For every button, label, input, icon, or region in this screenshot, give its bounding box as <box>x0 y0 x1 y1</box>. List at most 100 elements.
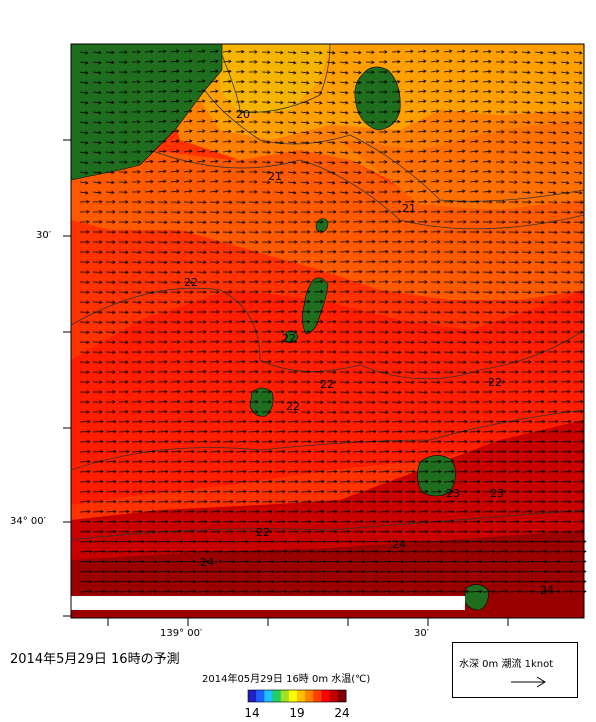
current-vector <box>534 459 546 464</box>
current-vector <box>183 139 193 143</box>
current-vector <box>339 390 350 395</box>
current-vector <box>131 89 141 94</box>
current-vector <box>118 60 128 65</box>
current-vector <box>469 380 480 384</box>
current-vector <box>196 589 210 594</box>
current-vector <box>443 240 454 244</box>
current-vector <box>443 280 454 285</box>
current-vector <box>235 589 249 594</box>
current-vector <box>92 50 102 55</box>
current-vector <box>248 529 260 534</box>
current-vector <box>560 359 571 364</box>
current-vector <box>326 299 337 304</box>
current-vector <box>235 469 247 474</box>
current-vector <box>118 290 129 295</box>
current-vector <box>534 80 544 85</box>
current-vector <box>469 429 481 434</box>
contour-label: 22 <box>320 378 334 391</box>
current-vector <box>521 469 533 474</box>
current-vector <box>183 270 194 275</box>
current-vector <box>183 589 197 594</box>
current-vector <box>352 529 364 534</box>
current-vector <box>183 89 193 93</box>
current-vector <box>404 189 414 194</box>
current-vector <box>443 559 457 564</box>
current-vector <box>339 569 353 574</box>
current-vector <box>352 380 363 385</box>
current-vector <box>197 310 207 314</box>
current-vector <box>170 359 181 364</box>
current-vector <box>105 250 116 255</box>
current-vector <box>482 49 492 54</box>
current-vector <box>365 360 376 365</box>
current-vector <box>534 120 544 125</box>
current-vector <box>339 190 349 195</box>
current-vector <box>469 220 480 224</box>
current-vector <box>547 399 558 404</box>
current-vector <box>170 189 180 194</box>
current-vector <box>287 289 298 294</box>
current-vector <box>157 529 169 534</box>
current-vector <box>235 529 247 534</box>
current-vector <box>209 319 220 324</box>
current-vector <box>105 449 117 454</box>
current-vector <box>196 230 207 235</box>
current-vector <box>339 449 351 454</box>
map-frame <box>70 43 585 619</box>
current-vector <box>248 309 259 314</box>
current-vector <box>378 390 389 395</box>
current-vector <box>287 90 297 95</box>
current-vector <box>261 120 271 125</box>
current-vector <box>469 489 481 494</box>
current-vector <box>560 589 574 594</box>
current-vector <box>196 49 206 53</box>
current-vector <box>430 429 442 434</box>
current-vector <box>495 350 506 355</box>
current-vector <box>300 269 311 274</box>
current-vector <box>560 549 574 554</box>
current-vector <box>248 110 258 114</box>
current-vector <box>521 200 532 204</box>
current-vector <box>261 130 271 135</box>
current-vector <box>157 290 168 295</box>
current-vector <box>326 419 338 424</box>
current-vector <box>92 290 103 295</box>
current-vector <box>547 130 557 135</box>
current-vector <box>235 89 245 94</box>
current-vector <box>378 569 392 574</box>
current-vector <box>248 419 260 424</box>
current-vector <box>508 579 522 584</box>
current-vector <box>547 310 558 314</box>
current-vector <box>222 250 233 255</box>
current-vector <box>443 439 455 444</box>
current-vector <box>157 310 168 315</box>
current-vector <box>261 279 272 284</box>
current-vector <box>274 120 284 125</box>
current-vector <box>105 340 116 345</box>
current-vector <box>534 350 545 354</box>
shikinejima-island <box>285 330 299 344</box>
current-vector <box>313 499 325 504</box>
current-vector <box>144 539 158 544</box>
current-vector <box>118 220 129 224</box>
current-vector <box>170 79 180 84</box>
current-vector <box>378 170 388 174</box>
current-vector <box>430 119 440 123</box>
current-vector <box>352 209 363 214</box>
current-vector <box>352 390 363 395</box>
current-vector <box>144 499 156 504</box>
current-vector <box>456 159 466 164</box>
current-vector <box>92 569 106 574</box>
current-vector <box>144 320 155 325</box>
current-vector <box>196 439 208 444</box>
current-vector <box>196 509 208 514</box>
current-vector <box>508 240 519 245</box>
current-vector <box>144 419 156 424</box>
current-vector <box>404 300 415 304</box>
current-vector <box>313 380 324 384</box>
current-vector <box>430 539 444 544</box>
current-vector <box>170 389 181 394</box>
current-vector <box>118 399 129 404</box>
current-vector <box>547 290 558 295</box>
current-vector <box>183 459 195 464</box>
